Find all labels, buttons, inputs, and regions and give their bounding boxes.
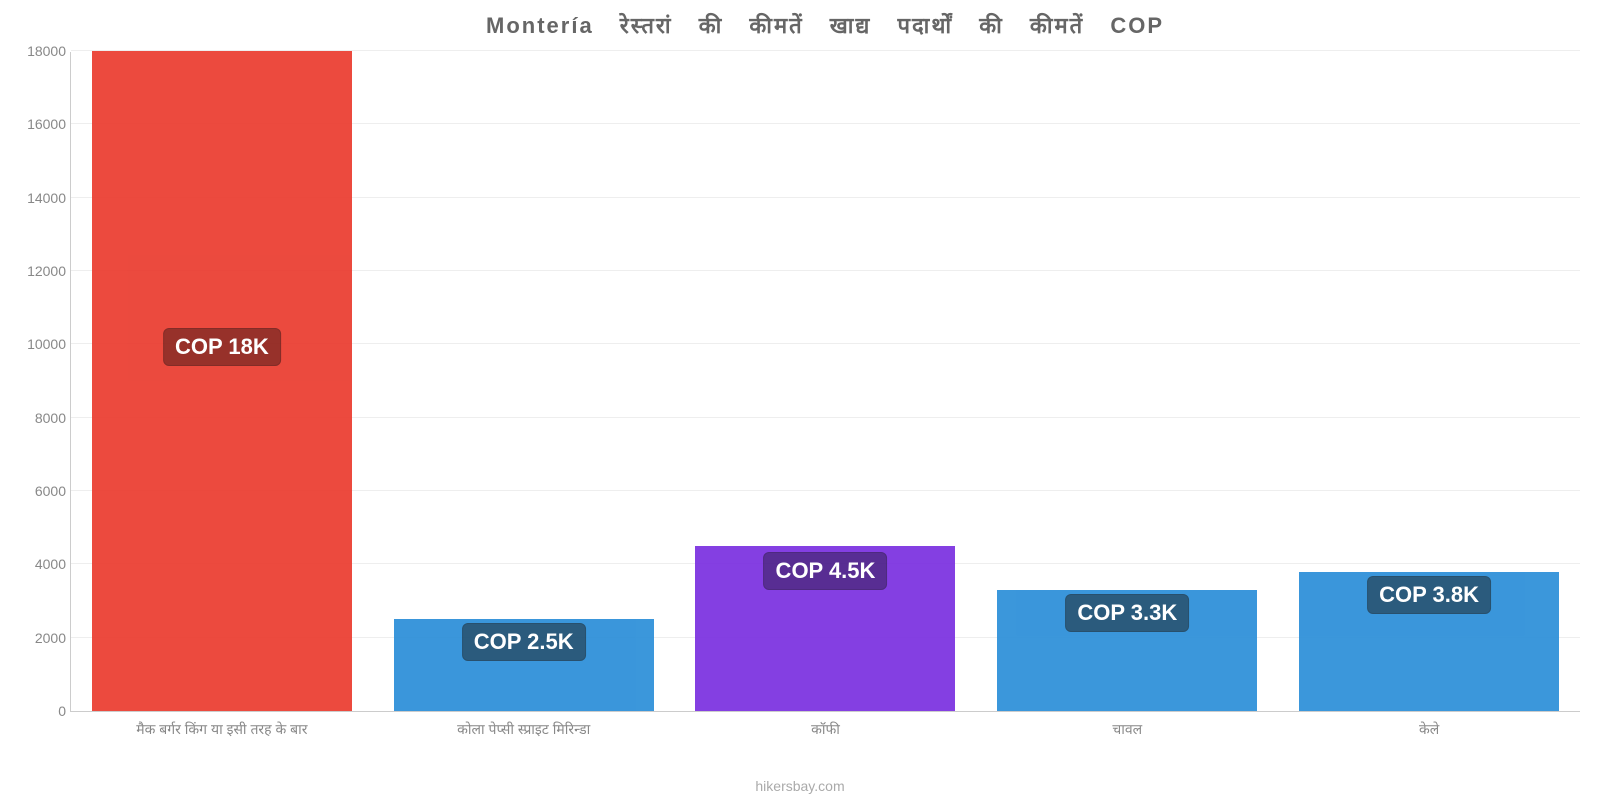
bar-slot: COP 3.3K [997,590,1257,711]
y-tick-label: 10000 [16,336,66,352]
value-badge: COP 4.5K [764,552,888,590]
y-tick-label: 4000 [16,556,66,572]
x-axis-labels: मैक बर्गर किंग या इसी तरह के बार कोला पेप… [71,720,1580,739]
bar: COP 3.8K [1299,572,1559,711]
bar-slot: COP 3.8K [1299,572,1559,711]
y-tick-label: 18000 [16,43,66,59]
y-tick-label: 12000 [16,263,66,279]
y-tick-label: 6000 [16,483,66,499]
bar-slot: COP 2.5K [394,619,654,711]
value-badge: COP 18K [163,328,281,366]
x-tick-label: कॉफी [695,720,955,739]
attribution-text: hikersbay.com [0,778,1600,794]
bars-container: COP 18K COP 2.5K COP 4.5K COP 3.3K COP 3.8K [71,52,1580,711]
value-badge: COP 2.5K [462,623,586,661]
y-tick-label: 8000 [16,410,66,426]
bar: COP 2.5K [394,619,654,711]
bar-slot: COP 4.5K [695,546,955,711]
bar: COP 4.5K [695,546,955,711]
chart-title: Montería रेस्तरां की कीमतें खाद्य पदार्थ… [70,10,1580,40]
x-tick-label: केले [1299,720,1559,739]
y-tick-label: 16000 [16,116,66,132]
bar: COP 18K [92,51,352,711]
x-tick-label: मैक बर्गर किंग या इसी तरह के बार [92,720,352,739]
y-tick-label: 0 [16,703,66,719]
x-tick-label: कोला पेप्सी स्प्राइट मिरिन्डा [394,720,654,739]
y-tick-label: 2000 [16,630,66,646]
value-badge: COP 3.8K [1367,576,1491,614]
bar: COP 3.3K [997,590,1257,711]
bar-slot: COP 18K [92,51,352,711]
x-tick-label: चावल [997,720,1257,739]
value-badge: COP 3.3K [1065,594,1189,632]
price-bar-chart: Montería रेस्तरां की कीमतें खाद्य पदार्थ… [0,0,1600,800]
y-tick-label: 14000 [16,190,66,206]
plot-area: 0200040006000800010000120001400016000180… [70,52,1580,712]
